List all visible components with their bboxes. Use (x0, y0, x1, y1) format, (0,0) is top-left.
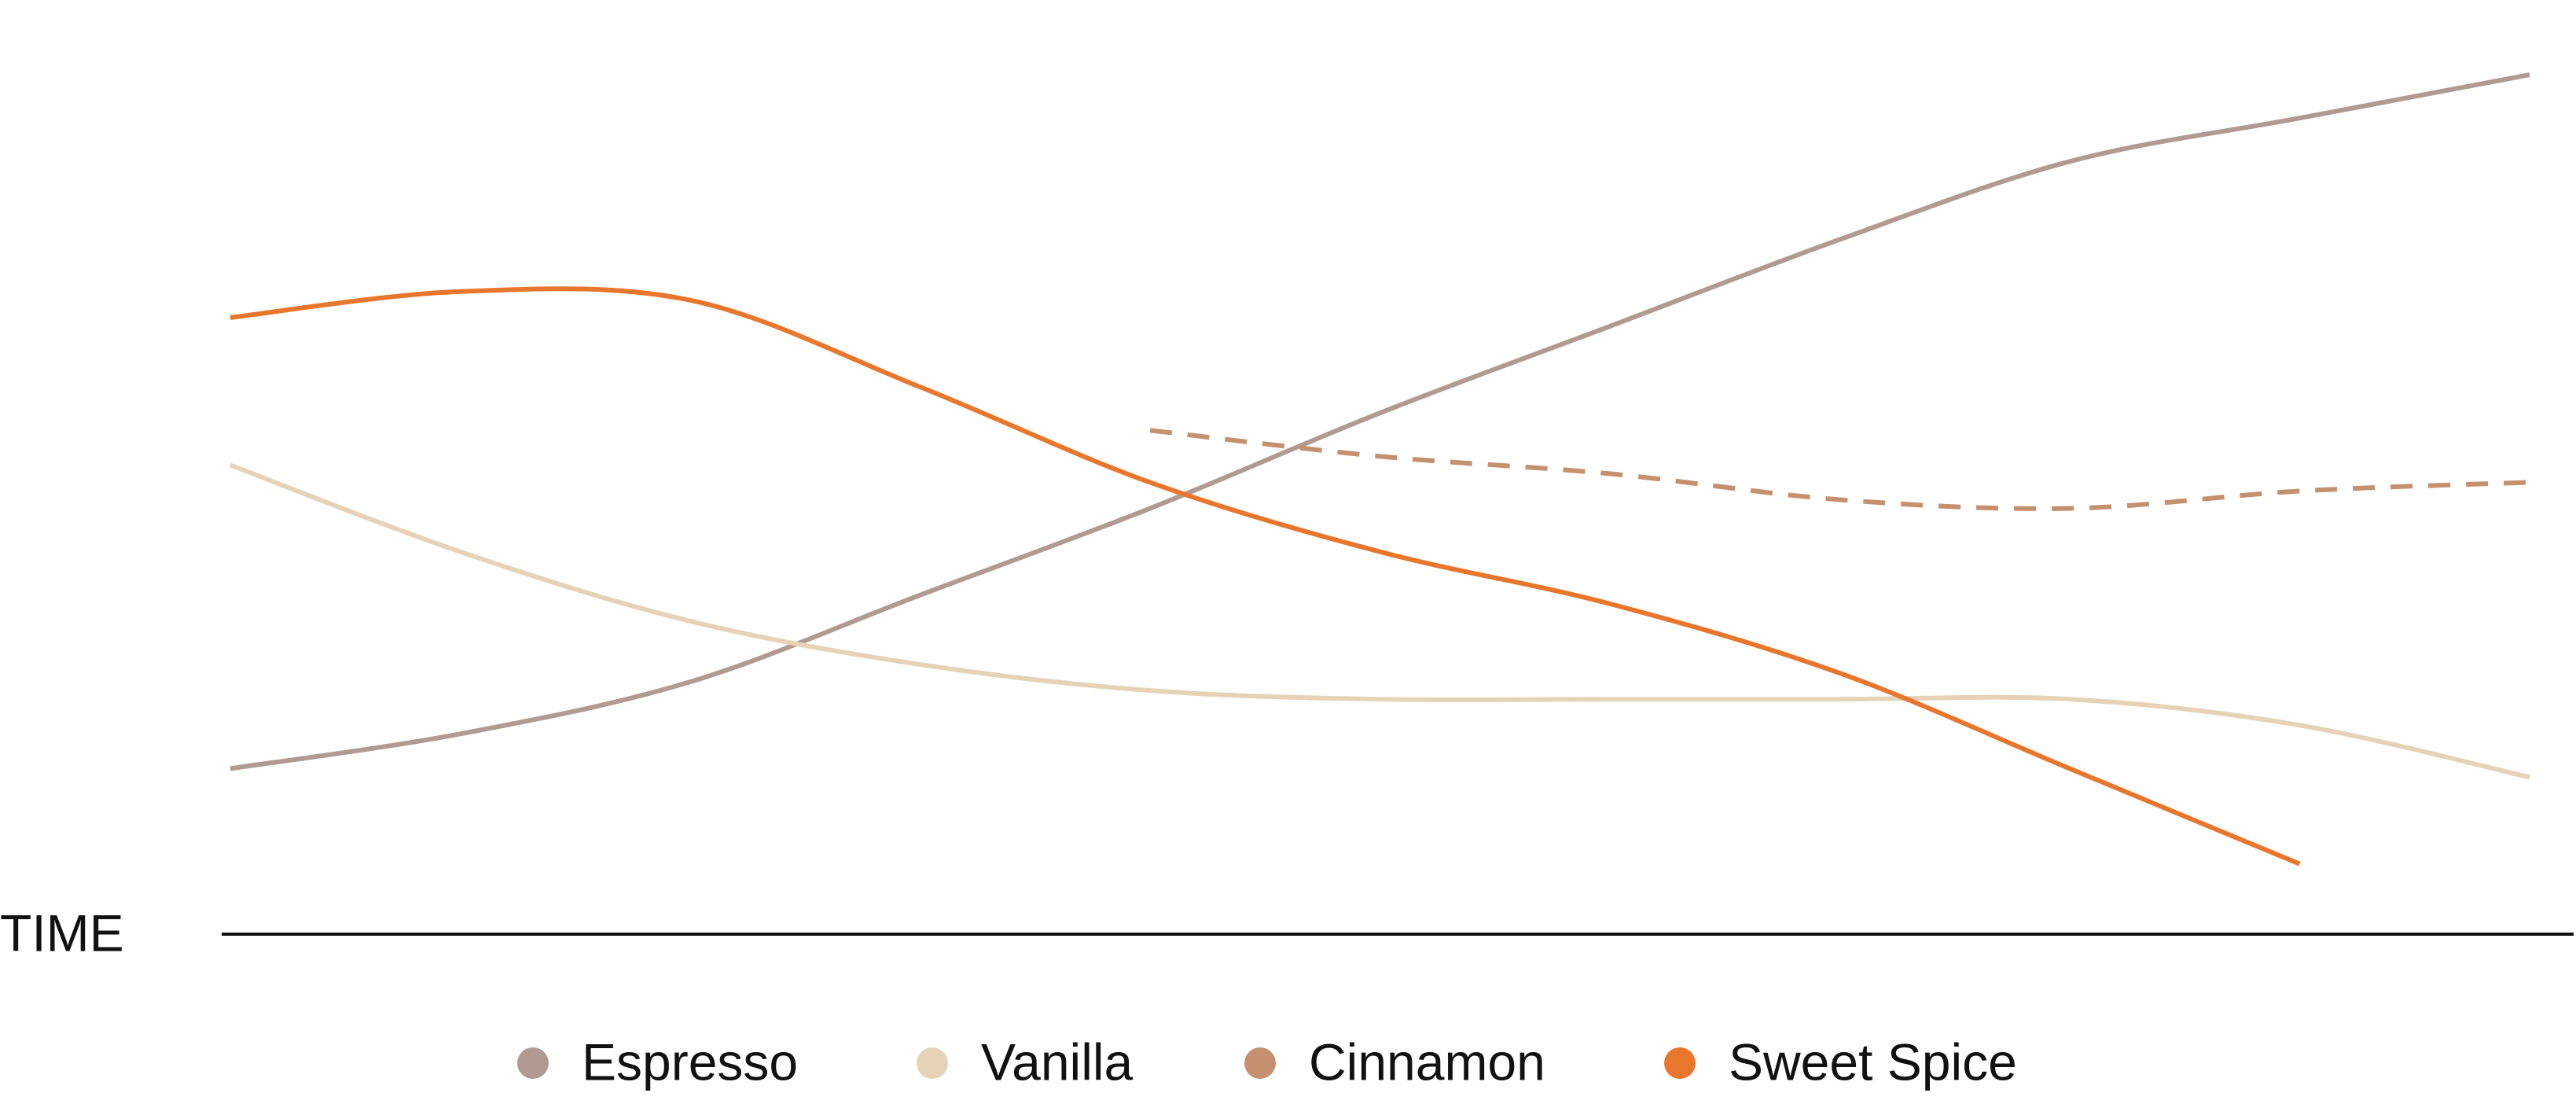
line (230, 72, 2530, 771)
legend-label: Vanilla (981, 1032, 1134, 1091)
legend-label: Espresso (582, 1032, 798, 1091)
legend-label: Cinnamon (1309, 1032, 1545, 1091)
x-axis-label: TIME (0, 903, 124, 962)
legend-label: Sweet Spice (1729, 1032, 2017, 1091)
legend-swatch (917, 1047, 948, 1079)
legend-swatch (1664, 1047, 1696, 1079)
legend-swatch (1244, 1047, 1276, 1079)
legend-swatch (517, 1047, 549, 1079)
line (229, 462, 2530, 780)
line (1149, 428, 2530, 511)
line (230, 286, 2301, 867)
